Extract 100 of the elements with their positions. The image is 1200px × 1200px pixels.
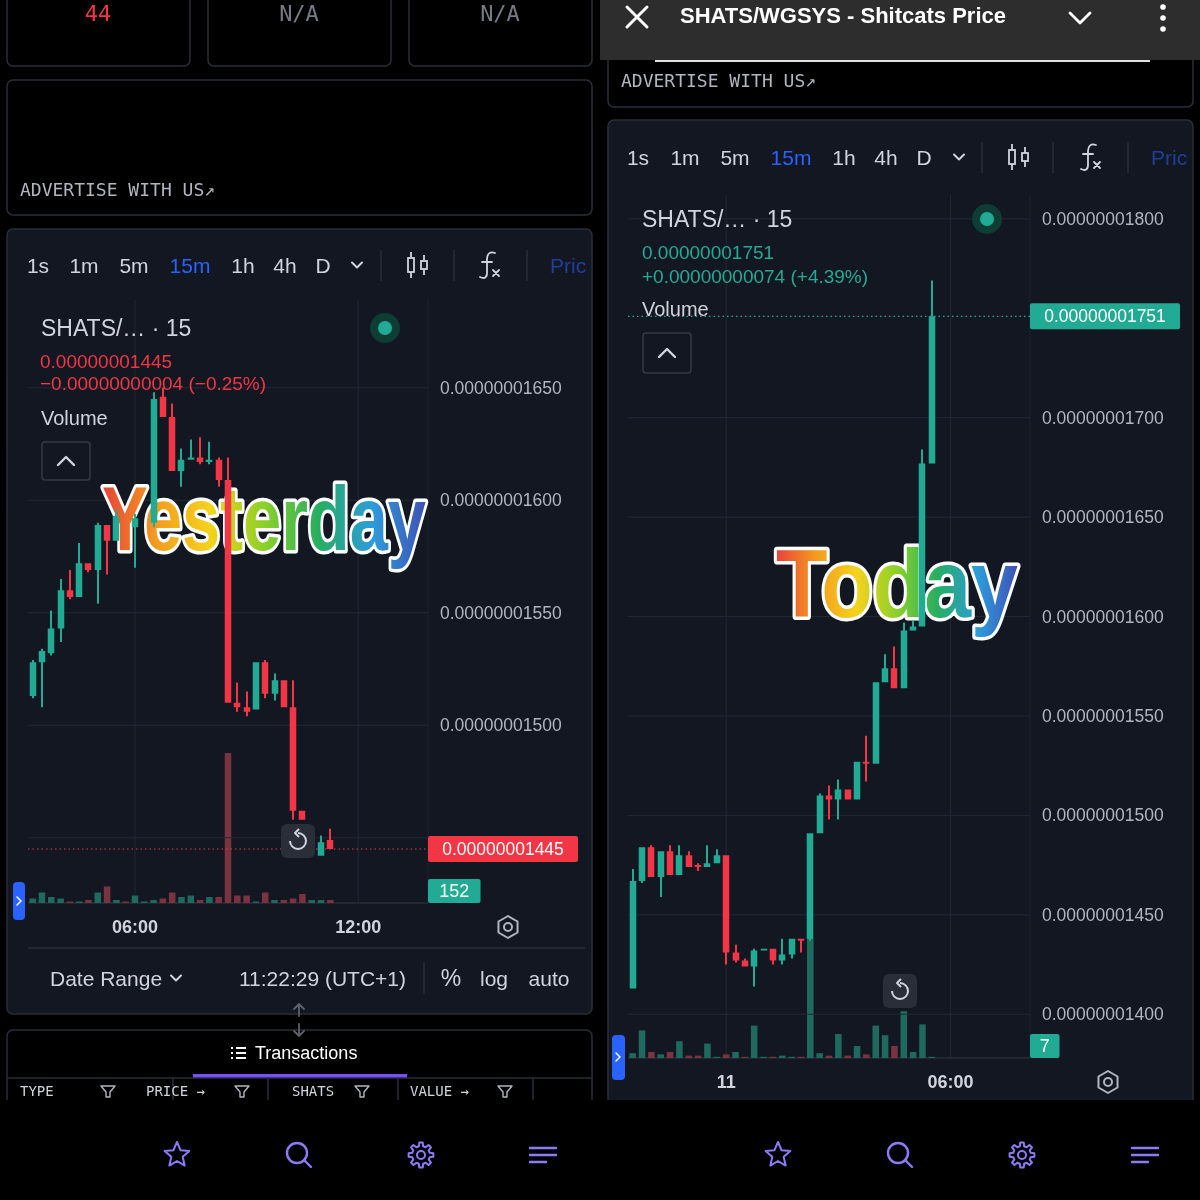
bar: [57, 898, 64, 903]
bar: [629, 1053, 636, 1058]
annotation: 0.00000001751: [642, 241, 775, 263]
text: 7: [1039, 1036, 1050, 1056]
bar: [150, 900, 157, 903]
bar: [919, 1024, 926, 1058]
bar: [327, 900, 334, 903]
y-tick-label: 0.00000001600: [440, 490, 562, 511]
y-tick-label: 0.00000001400: [1042, 1004, 1164, 1025]
text: PRICE →: [146, 1083, 206, 1099]
y-tick-label: 0.00000001550: [1042, 705, 1164, 726]
text: ADVERTISE WITH US↗: [20, 178, 216, 200]
text: VALUE →: [410, 1083, 470, 1099]
bar: [243, 895, 250, 903]
bar: [215, 897, 222, 903]
bar: [676, 1041, 683, 1058]
text: N/A: [279, 0, 319, 26]
annotation: Volume: [41, 407, 108, 429]
bar: [638, 1030, 646, 1058]
text: 5m: [119, 253, 149, 277]
text: 152: [439, 881, 470, 901]
bar: [666, 1052, 674, 1058]
bar: [891, 1046, 898, 1058]
bar: [816, 1053, 823, 1058]
annotation: Volume: [642, 298, 709, 320]
bar: [206, 897, 213, 903]
bar: [807, 938, 814, 1058]
bar: [224, 753, 232, 903]
bar: [909, 1052, 917, 1058]
bar: [271, 900, 278, 903]
bar: [853, 1046, 861, 1058]
text: 44: [84, 0, 112, 26]
bar: [29, 898, 36, 903]
bar: [648, 1052, 655, 1058]
bar: [722, 1054, 730, 1058]
text: SHATS: [292, 1083, 335, 1099]
bar: [657, 1054, 664, 1058]
bar: [900, 1011, 908, 1058]
text: Transactions: [255, 1043, 358, 1063]
text: 4h: [874, 145, 898, 169]
text: 1h: [231, 253, 255, 277]
bar: [317, 900, 325, 903]
y-tick-label: 0.00000001500: [440, 715, 562, 736]
annotation: −0.00000000004 (−0.25%): [40, 372, 267, 394]
bar: [48, 897, 55, 903]
x-tick-label: 11: [716, 1072, 736, 1092]
bar: [280, 900, 288, 903]
text: 1s: [626, 145, 650, 169]
bar: [750, 1025, 758, 1058]
y-tick-label: 0.00000001600: [1042, 606, 1164, 627]
y-tick-label: 0.00000001450: [1042, 904, 1164, 925]
text: Date Range: [50, 966, 163, 990]
text: D: [315, 253, 331, 277]
x-tick-label: 06:00: [111, 917, 158, 937]
text: 1m: [69, 253, 99, 277]
y-tick-label: 0.00000001650: [440, 377, 562, 398]
text: %: [440, 965, 462, 991]
text: Pric: [550, 253, 587, 277]
bar: [113, 900, 120, 903]
y-tick-label: 0.00000001500: [1042, 805, 1164, 826]
x-tick-label: 12:00: [335, 917, 382, 937]
bar: [178, 897, 185, 903]
annotation: 0.00000001445: [40, 350, 173, 372]
bar: [863, 1054, 870, 1058]
text: Pric: [1151, 145, 1188, 169]
bar: [872, 1025, 880, 1058]
bar: [196, 900, 204, 903]
text: 1h: [832, 145, 856, 169]
bar: [704, 1043, 711, 1058]
text: 15m: [169, 253, 211, 277]
y-tick-label: 0.00000001700: [1042, 407, 1164, 428]
text: N/A: [480, 0, 520, 26]
text: ADVERTISE WITH US↗: [621, 69, 817, 91]
text: 5m: [720, 145, 750, 169]
bar: [299, 894, 306, 903]
text: 1s: [26, 253, 50, 277]
annotation: +0.00000000074 (+4.39%): [642, 265, 869, 287]
ref-line-label: 0.00000001751: [1044, 306, 1166, 327]
bar: [881, 1035, 889, 1058]
text: 1m: [670, 145, 700, 169]
text: TYPE: [20, 1083, 54, 1099]
y-tick-label: 0.00000001650: [1042, 507, 1164, 528]
bar: [835, 1034, 842, 1058]
text: log: [479, 966, 509, 990]
bar: [732, 1052, 739, 1058]
text: auto: [528, 966, 570, 990]
y-tick-label: 0.00000001800: [1042, 208, 1164, 229]
text: 4h: [273, 253, 297, 277]
x-tick-label: 06:00: [927, 1072, 974, 1092]
text: SHATS/WGSYS - Shitcats Price: [680, 2, 1007, 28]
text: SHATS/… · 15: [642, 206, 793, 232]
text: SHATS/… · 15: [41, 315, 192, 341]
bar: [308, 900, 315, 903]
candlestick: [862, 735, 870, 782]
bar: [85, 900, 92, 903]
text: 11:22:29 (UTC+1): [238, 966, 406, 990]
bar: [234, 895, 241, 903]
text: 15m: [770, 145, 812, 169]
ref-line-label: 0.00000001445: [442, 839, 564, 859]
y-tick-label: 0.00000001550: [440, 602, 562, 623]
